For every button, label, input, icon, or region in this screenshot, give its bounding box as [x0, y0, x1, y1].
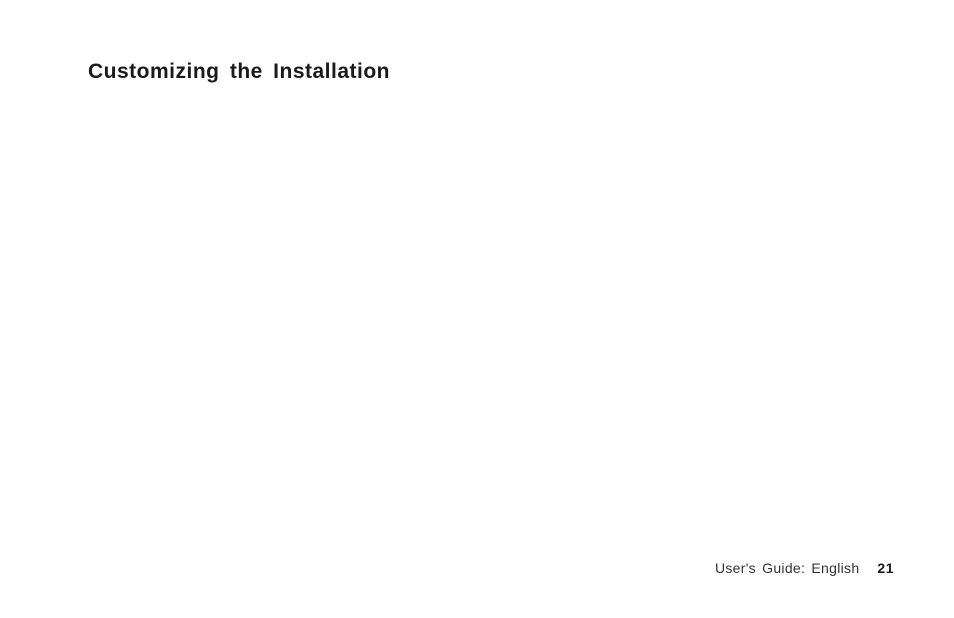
page-footer: User's Guide: English 21 [715, 560, 894, 576]
section-heading: Customizing the Installation [88, 60, 390, 84]
footer-page-number: 21 [877, 560, 894, 576]
footer-guide-label: User's Guide: English [715, 560, 859, 576]
document-page: Customizing the Installation User's Guid… [0, 0, 954, 618]
